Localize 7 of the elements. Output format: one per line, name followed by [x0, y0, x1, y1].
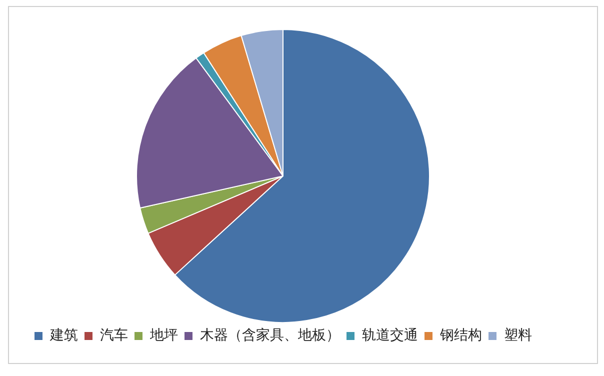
legend-label: 轨道交通 [362, 328, 418, 344]
legend-label: 建筑 [49, 328, 78, 344]
legend-label: 塑料 [504, 328, 532, 344]
legend-label: 地坪 [149, 328, 178, 344]
legend-label: 木器（含家具、地板） [200, 328, 340, 344]
legend-label: 汽车 [100, 328, 128, 344]
legend-label: 钢结构 [439, 328, 482, 344]
